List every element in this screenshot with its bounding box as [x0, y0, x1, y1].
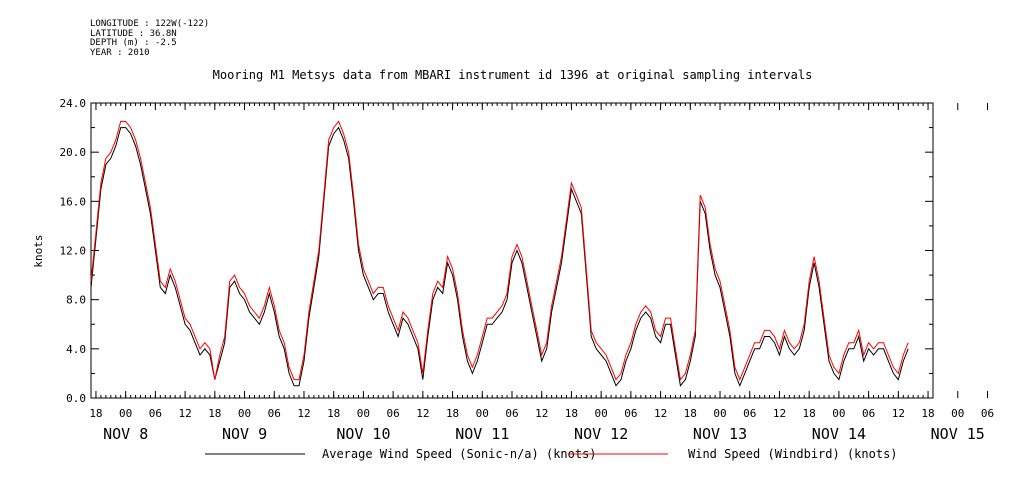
- x-tick-label: 18: [446, 407, 459, 420]
- x-tick-label: 12: [773, 407, 786, 420]
- x-tick-label: 00: [832, 407, 845, 420]
- x-tick-label: 12: [416, 407, 429, 420]
- chart-title: Mooring M1 Metsys data from MBARI instru…: [212, 68, 813, 82]
- x-day-label: NOV 8: [103, 425, 148, 443]
- x-tick-label: 06: [505, 407, 518, 420]
- legend-label-average-wind: Average Wind Speed (Sonic-n/a) (knots): [322, 447, 597, 461]
- y-tick-label: 8.0: [66, 294, 86, 307]
- x-tick-label: 18: [684, 407, 697, 420]
- meta-longitude: LONGITUDE : 122W(-122): [90, 19, 210, 29]
- x-day-label: NOV 11: [455, 425, 509, 443]
- plot-frame: [90, 102, 934, 399]
- x-tick-label: 18: [921, 407, 934, 420]
- x-tick-label: 06: [268, 407, 281, 420]
- meta-latitude: LATITUDE : 36.8N: [90, 28, 177, 39]
- x-tick-label: 12: [178, 407, 191, 420]
- x-tick-label: 06: [743, 407, 756, 420]
- series-line-average-wind: [90, 126, 909, 388]
- y-axis-label: knots: [32, 234, 45, 267]
- x-tick-label: 12: [892, 407, 905, 420]
- x-tick-label: 12: [654, 407, 667, 420]
- legend: Average Wind Speed (Sonic-n/a) (knots) W…: [205, 447, 898, 461]
- x-tick-label: 00: [595, 407, 608, 420]
- x-tick-label: 06: [981, 407, 994, 420]
- x-day-label: NOV 9: [222, 425, 267, 443]
- x-tick-label: 00: [238, 407, 251, 420]
- x-tick-label: 00: [713, 407, 726, 420]
- x-tick-label: 18: [803, 407, 816, 420]
- x-day-label: NOV 15: [931, 425, 985, 443]
- x-tick-label: 00: [357, 407, 370, 420]
- x-tick-label: 18: [208, 407, 221, 420]
- legend-label-windbird: Wind Speed (Windbird) (knots): [688, 447, 898, 461]
- x-day-label: NOV 14: [812, 425, 866, 443]
- series-line-windbird: [90, 120, 909, 381]
- x-day-label: NOV 12: [574, 425, 628, 443]
- x-tick-label: 06: [624, 407, 637, 420]
- y-tick-label: 20.0: [60, 146, 87, 159]
- x-tick-label: 18: [565, 407, 578, 420]
- x-tick-label: 18: [89, 407, 102, 420]
- y-tick-label: 4.0: [66, 343, 86, 356]
- x-tick-label: 00: [476, 407, 489, 420]
- x-tick-label: 12: [535, 407, 548, 420]
- x-tick-label: 06: [149, 407, 162, 420]
- x-tick-label: 18: [327, 407, 340, 420]
- x-tick-label: 06: [862, 407, 875, 420]
- x-tick-label: 00: [951, 407, 964, 420]
- x-tick-label: 06: [387, 407, 400, 420]
- y-tick-label: 0.0: [66, 392, 86, 405]
- x-day-label: NOV 10: [336, 425, 390, 443]
- meta-year: YEAR : 2010: [90, 47, 150, 58]
- x-day-label: NOV 13: [693, 425, 747, 443]
- y-tick-label: 16.0: [60, 195, 87, 208]
- x-tick-label: 12: [297, 407, 310, 420]
- x-tick-label: 00: [119, 407, 132, 420]
- y-tick-label: 12.0: [60, 245, 87, 258]
- metadata-block: LONGITUDE : 122W(-122) LATITUDE : 36.8N …: [90, 19, 210, 58]
- y-tick-label: 24.0: [60, 97, 87, 110]
- meta-depth: DEPTH (m) : -2.5: [90, 38, 177, 48]
